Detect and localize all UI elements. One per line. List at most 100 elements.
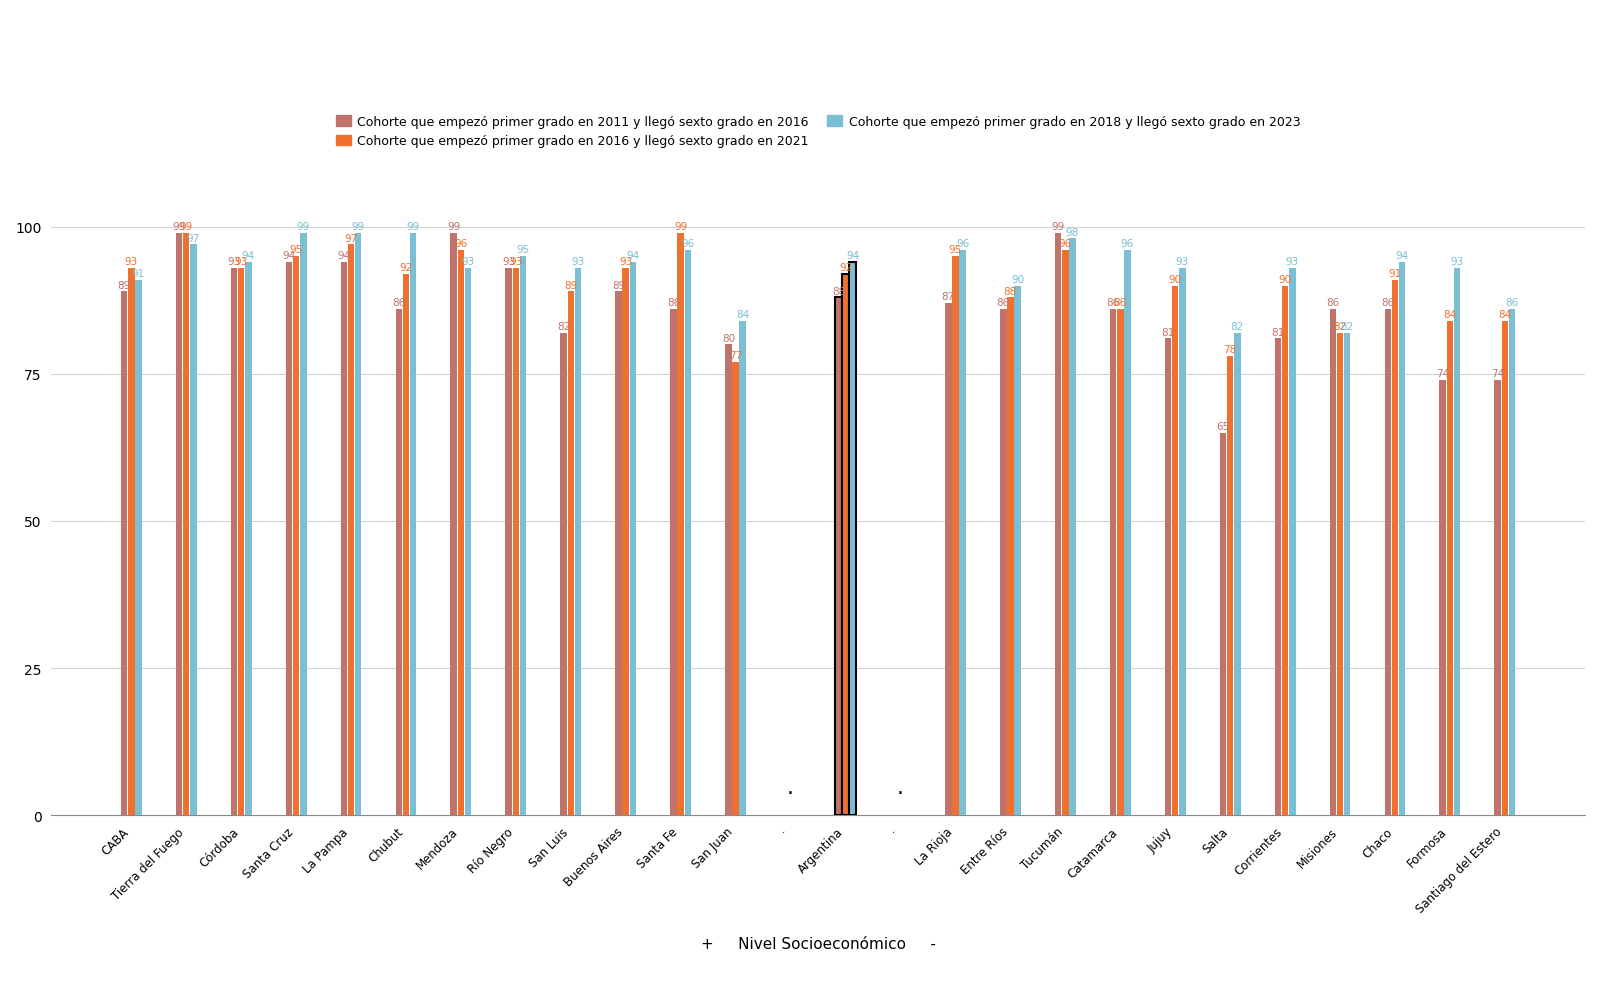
Bar [1336,333,1344,815]
Bar [464,268,472,815]
Legend: Cohorte que empezó primer grado en 2011 y llegó sexto grado en 2016, Cohorte que: Cohorte que empezó primer grado en 2011 … [331,110,1306,153]
Bar [347,246,354,815]
Bar [134,280,142,815]
Text: 98: 98 [1066,228,1078,238]
Bar [286,262,293,815]
Bar [293,257,299,815]
Text: 93: 93 [619,257,632,267]
Text: 74: 74 [1437,369,1450,379]
Text: 94: 94 [1395,251,1408,261]
Bar [458,251,464,815]
Text: 81: 81 [1162,327,1174,337]
Bar [622,268,629,815]
Bar [1454,268,1461,815]
Bar [1384,310,1390,815]
Bar [1000,310,1006,815]
Bar [182,234,189,815]
Bar [1234,333,1240,815]
Text: 99: 99 [352,222,365,232]
Bar [451,234,458,815]
Bar [122,292,128,815]
Text: 88: 88 [1003,286,1018,296]
Text: 86: 86 [1381,298,1395,308]
Bar [960,251,966,815]
Text: 92: 92 [400,262,413,273]
Text: 93: 93 [502,257,515,267]
Text: 92: 92 [838,262,853,273]
Bar [506,268,512,815]
Text: 86: 86 [667,298,680,308]
Bar [1110,310,1117,815]
Bar [685,251,691,815]
Text: 99: 99 [296,222,310,232]
Bar [733,363,739,815]
Bar [176,234,182,815]
Text: 82: 82 [1341,321,1354,331]
Bar [1501,321,1509,815]
Bar [1330,310,1336,815]
Text: 93: 93 [461,257,475,267]
Text: 99: 99 [179,222,194,232]
Bar [677,234,683,815]
Text: 95: 95 [517,246,530,255]
Text: 96: 96 [1120,240,1134,249]
Bar [560,333,566,815]
Bar [946,304,952,815]
Text: 89: 89 [611,280,626,290]
Bar [739,321,746,815]
Text: 93: 93 [509,257,523,267]
Bar [952,257,958,815]
Bar [410,234,416,815]
Bar [190,246,197,815]
Bar [238,268,245,815]
Bar [1398,262,1405,815]
Bar [355,234,362,815]
Bar [574,268,581,815]
Bar [850,262,856,815]
Bar [1446,321,1453,815]
Text: 97: 97 [187,234,200,244]
Text: 81: 81 [1272,327,1285,337]
Text: 90: 90 [1168,274,1182,285]
Text: 99: 99 [173,222,186,232]
Text: 93: 93 [571,257,584,267]
Text: 91: 91 [1389,268,1402,279]
Bar [1054,234,1061,815]
Text: 99: 99 [674,222,688,232]
Text: 86: 86 [1326,298,1339,308]
Bar [1275,339,1282,815]
X-axis label: +     Nivel Socioeconómico     -: + Nivel Socioeconómico - [701,937,936,951]
Text: 97: 97 [344,234,358,244]
Bar [512,268,518,815]
Text: 82: 82 [1333,321,1347,331]
Text: 86: 86 [1506,298,1518,308]
Text: 99: 99 [1051,222,1064,232]
Bar [1179,268,1186,815]
Bar [1171,286,1179,815]
Text: 88: 88 [832,286,845,296]
Text: 80: 80 [722,333,734,343]
Text: 89: 89 [117,280,131,290]
Text: 84: 84 [1443,310,1456,319]
Bar [1006,298,1014,815]
Bar [1509,310,1515,815]
Text: 96: 96 [1059,240,1072,249]
Bar [1219,433,1226,815]
Bar [520,257,526,815]
Text: 89: 89 [565,280,578,290]
Text: 95: 95 [290,246,302,255]
Text: 93: 93 [1451,257,1464,267]
Bar [568,292,574,815]
Bar [341,262,347,815]
Text: 74: 74 [1491,369,1504,379]
Text: 86: 86 [997,298,1010,308]
Text: 99: 99 [446,222,461,232]
Text: 65: 65 [1216,421,1230,432]
Bar [725,345,731,815]
Bar [1014,286,1021,815]
Bar [1344,333,1350,815]
Bar [1125,251,1131,815]
Bar [1227,357,1234,815]
Text: 93: 93 [235,257,248,267]
Bar [403,274,410,815]
